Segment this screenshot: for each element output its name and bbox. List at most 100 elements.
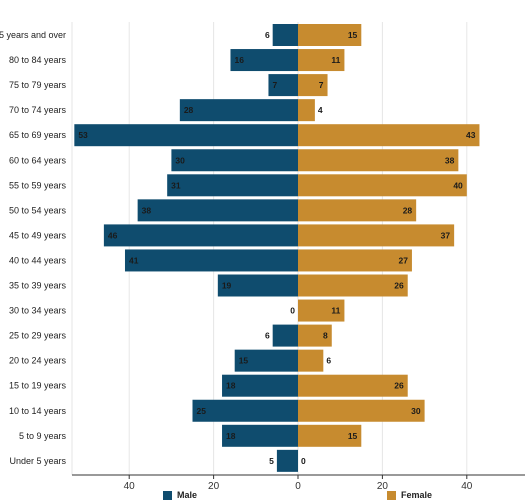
bar-male [124, 249, 298, 272]
bar-male [103, 224, 298, 247]
bar-female [298, 349, 324, 372]
bar-male [272, 324, 298, 347]
x-tick-label: 20 [377, 481, 389, 490]
bars [74, 24, 480, 472]
x-tick-label: 20 [208, 481, 220, 490]
bar-female [298, 24, 362, 46]
value-label-male: 41 [129, 255, 139, 265]
value-label-female: 27 [398, 255, 408, 265]
category-label: 5 to 9 years [19, 431, 67, 441]
bar-male [222, 374, 298, 397]
value-label-female: 15 [348, 30, 358, 40]
value-label-male: 46 [108, 230, 118, 240]
value-label-male: 7 [272, 80, 277, 90]
bar-male [234, 349, 298, 372]
value-label-female: 38 [445, 155, 455, 165]
category-label: 40 to 44 years [9, 255, 67, 265]
value-label-male: 0 [290, 306, 295, 316]
bar-female [298, 424, 362, 447]
bar-male [217, 274, 298, 297]
value-label-male: 28 [184, 105, 194, 115]
bar-male [167, 174, 298, 197]
category-label: 85 years and over [0, 30, 66, 40]
category-label: 80 to 84 years [9, 55, 67, 65]
bar-male [137, 199, 298, 222]
category-label: 50 to 54 years [9, 205, 67, 215]
category-label: 75 to 79 years [9, 80, 67, 90]
value-label-female: 28 [403, 205, 413, 215]
value-label-male: 15 [239, 356, 249, 366]
x-tick-label: 40 [461, 481, 473, 490]
value-labels: 6 15 16 11 7 7 28 4 53 43 30 38 31 40 38 28 46 37 41 27 19 26… [78, 30, 475, 466]
value-label-female: 11 [331, 55, 340, 65]
value-label-female: 11 [331, 306, 340, 316]
bar-male [179, 99, 298, 122]
value-label-male: 19 [222, 281, 232, 291]
value-label-male: 6 [265, 331, 270, 341]
value-label-male: 5 [269, 456, 274, 466]
value-label-female: 26 [394, 381, 404, 391]
category-label: 60 to 64 years [9, 155, 67, 165]
category-labels: 85 years and over 80 to 84 years 75 to 79 … [0, 30, 66, 466]
bar-male [276, 449, 298, 472]
value-label-male: 18 [226, 381, 236, 391]
category-label: 10 to 14 years [9, 406, 67, 416]
category-label: 20 to 24 years [9, 356, 67, 366]
value-label-male: 30 [175, 155, 185, 165]
bar-male [74, 124, 298, 147]
category-label: 65 to 69 years [9, 130, 67, 140]
bar-female [298, 224, 455, 247]
value-label-female: 30 [411, 406, 421, 416]
bar-female [298, 124, 480, 147]
legend-female-swatch [387, 490, 396, 500]
category-label: 35 to 39 years [9, 281, 67, 291]
legend-female: Female [387, 490, 432, 500]
value-label-female: 8 [323, 331, 328, 341]
value-label-male: 16 [234, 55, 244, 65]
category-label: 45 to 49 years [9, 230, 67, 240]
bar-female [298, 74, 328, 97]
bar-male [268, 74, 298, 97]
value-label-male: 18 [226, 431, 236, 441]
legend-male-label: Male [177, 490, 198, 500]
bar-male [272, 24, 298, 46]
value-label-female: 6 [326, 356, 331, 366]
bar-female [298, 274, 408, 297]
category-label: Under 5 years [9, 456, 66, 466]
bar-female [298, 324, 332, 347]
value-label-female: 4 [318, 105, 323, 115]
bar-female [298, 49, 345, 72]
value-label-male: 38 [142, 205, 152, 215]
bar-female [298, 249, 412, 272]
x-tick-label: 0 [295, 481, 301, 490]
category-label: 25 to 29 years [9, 331, 67, 341]
legend-female-label: Female [401, 490, 433, 500]
population-pyramid-chart: 85 years and over 80 to 84 years 75 to 79 … [0, 22, 525, 490]
category-label: 55 to 59 years [9, 180, 67, 190]
bar-female [298, 149, 459, 172]
bar-male [192, 399, 298, 422]
bar-male [171, 149, 298, 172]
x-axis: 40 20 0 20 40 [72, 474, 525, 490]
value-label-male: 6 [265, 30, 270, 40]
category-label: 70 to 74 years [9, 105, 67, 115]
x-tick-label: 40 [124, 481, 136, 490]
value-label-male: 25 [197, 406, 207, 416]
value-label-female: 0 [301, 456, 306, 466]
value-label-female: 40 [453, 180, 463, 190]
bar-female [298, 174, 467, 197]
value-label-female: 15 [348, 431, 358, 441]
bar-female [298, 299, 345, 322]
bar-female [298, 99, 315, 122]
bar-male [222, 424, 298, 447]
legend-male-swatch [163, 490, 172, 500]
value-label-female: 26 [394, 281, 404, 291]
bar-male [230, 49, 298, 72]
category-label: 30 to 34 years [9, 306, 67, 316]
grid-lines [71, 22, 468, 475]
legend-male: Male [163, 490, 197, 500]
bar-female [298, 199, 417, 222]
bar-female [298, 374, 408, 397]
value-label-female: 37 [441, 230, 451, 240]
value-label-female: 43 [466, 130, 476, 140]
